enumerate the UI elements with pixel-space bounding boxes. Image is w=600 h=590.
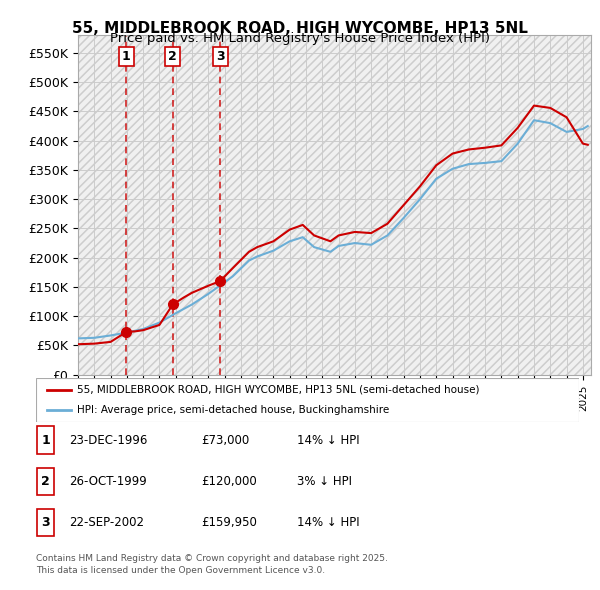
Text: £120,000: £120,000 [201,475,257,488]
Text: 1: 1 [41,434,50,447]
Text: 14% ↓ HPI: 14% ↓ HPI [297,434,359,447]
Text: 1: 1 [122,50,131,63]
FancyBboxPatch shape [37,468,54,495]
FancyBboxPatch shape [37,509,54,536]
Text: 55, MIDDLEBROOK ROAD, HIGH WYCOMBE, HP13 5NL: 55, MIDDLEBROOK ROAD, HIGH WYCOMBE, HP13… [72,21,528,35]
Text: 26-OCT-1999: 26-OCT-1999 [69,475,147,488]
Text: 55, MIDDLEBROOK ROAD, HIGH WYCOMBE, HP13 5NL (semi-detached house): 55, MIDDLEBROOK ROAD, HIGH WYCOMBE, HP13… [77,385,479,395]
Text: 3: 3 [41,516,50,529]
Text: 22-SEP-2002: 22-SEP-2002 [69,516,144,529]
Text: 2: 2 [41,475,50,488]
Text: 3% ↓ HPI: 3% ↓ HPI [297,475,352,488]
FancyBboxPatch shape [37,427,54,454]
FancyBboxPatch shape [36,378,579,422]
Text: 23-DEC-1996: 23-DEC-1996 [69,434,148,447]
Text: Price paid vs. HM Land Registry's House Price Index (HPI): Price paid vs. HM Land Registry's House … [110,32,490,45]
Text: £73,000: £73,000 [201,434,249,447]
Text: HPI: Average price, semi-detached house, Buckinghamshire: HPI: Average price, semi-detached house,… [77,405,389,415]
Text: Contains HM Land Registry data © Crown copyright and database right 2025.
This d: Contains HM Land Registry data © Crown c… [36,555,388,575]
Text: 2: 2 [169,50,177,63]
Text: 3: 3 [216,50,224,63]
Text: 14% ↓ HPI: 14% ↓ HPI [297,516,359,529]
Text: £159,950: £159,950 [201,516,257,529]
